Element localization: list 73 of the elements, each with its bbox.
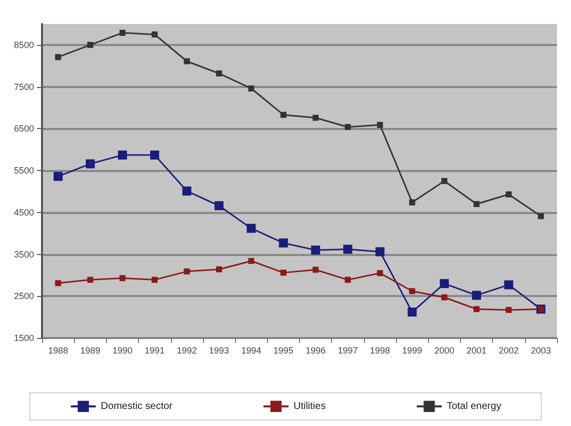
point (86, 159, 95, 168)
x-tick-label: 1998 (370, 346, 390, 356)
point (54, 172, 63, 181)
x-tick-label: 1992 (176, 346, 197, 356)
x-tick-label: 2000 (434, 346, 454, 356)
y-tick-label: 5500 (14, 166, 34, 176)
x-tick-label: 2003 (530, 346, 551, 356)
point (472, 290, 482, 300)
point (280, 112, 286, 118)
x-tick-label: 1988 (48, 346, 68, 356)
point (474, 201, 480, 208)
point (408, 308, 417, 317)
point (152, 276, 158, 283)
point (87, 42, 94, 48)
x-tick-label: 1989 (80, 346, 100, 356)
point (506, 306, 512, 313)
point (182, 186, 192, 196)
x-tick-label: 1990 (112, 346, 132, 356)
point (343, 244, 352, 254)
point (474, 306, 480, 312)
point (152, 31, 158, 38)
point (246, 224, 256, 233)
y-tick-label: 1500 (14, 333, 34, 343)
point (409, 288, 416, 294)
point (55, 280, 62, 286)
point (441, 294, 448, 300)
y-tick-label: 7500 (14, 82, 34, 92)
point (376, 122, 383, 128)
point (538, 213, 544, 220)
point (150, 150, 160, 160)
legend-label: Total energy (446, 400, 502, 412)
point (55, 54, 62, 60)
y-tick-label: 4500 (14, 207, 34, 218)
point (504, 280, 514, 290)
point (280, 270, 286, 276)
y-tick-label: 3500 (14, 249, 34, 260)
point (409, 199, 416, 206)
point (119, 30, 126, 36)
point (375, 247, 384, 256)
point (214, 201, 224, 210)
point (506, 191, 512, 198)
point (248, 85, 254, 92)
point (440, 279, 449, 288)
x-tick-label: 1995 (273, 346, 294, 356)
x-tick-label: 1996 (306, 346, 326, 356)
x-tick-label: 2002 (498, 346, 519, 356)
point (344, 276, 351, 283)
point (311, 246, 320, 255)
x-tick-label: 2001 (466, 346, 487, 356)
point (184, 268, 190, 274)
point (312, 114, 319, 121)
point (184, 58, 190, 64)
point (216, 266, 222, 272)
x-tick-label: 1993 (209, 346, 230, 356)
point (441, 178, 448, 184)
point (344, 124, 351, 130)
point (216, 70, 222, 76)
point (376, 270, 383, 276)
point (248, 258, 254, 264)
legend-label: Domestic sector (100, 400, 174, 412)
point (312, 266, 319, 273)
legend-label: Utilities (293, 400, 326, 412)
y-tick-label: 8500 (14, 40, 34, 50)
x-tick-label: 1999 (402, 346, 422, 356)
x-tick-label: 1994 (241, 346, 262, 356)
x-tick-label: 1991 (144, 346, 165, 356)
point (278, 238, 288, 248)
point (119, 275, 126, 282)
point (118, 150, 127, 160)
x-tick-label: 1997 (338, 346, 358, 356)
y-tick-label: 2500 (14, 291, 34, 302)
y-tick-label: 6500 (14, 124, 34, 134)
point (87, 276, 94, 283)
